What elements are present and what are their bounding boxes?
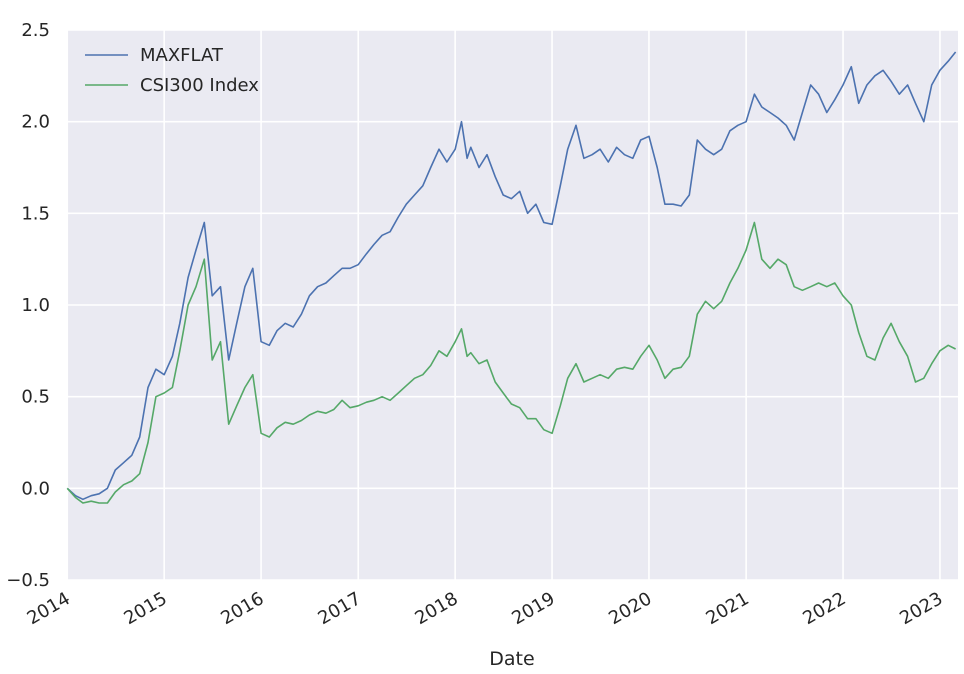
legend: MAXFLAT CSI300 Index xyxy=(85,45,259,96)
legend-label: MAXFLAT xyxy=(140,45,224,66)
x-tick-label: 2014 xyxy=(24,588,74,629)
y-tick-label: 2.0 xyxy=(21,112,50,133)
x-tick-label: 2015 xyxy=(120,588,170,629)
x-tick-label: 2023 xyxy=(896,588,946,629)
y-tick-label: 1.5 xyxy=(21,203,50,224)
x-tick-label: 2021 xyxy=(702,588,752,629)
x-tick-label: 2020 xyxy=(605,588,655,629)
series-layer xyxy=(66,51,957,504)
y-tick-label: 0.5 xyxy=(21,387,50,408)
x-axis-ticks: 2014 2015 2016 2017 2018 2019 2020 2021 2022 2023 xyxy=(24,588,947,629)
x-axis-label: Date xyxy=(489,648,534,670)
x-tick-label: 2019 xyxy=(508,588,558,629)
y-tick-label: 2.5 xyxy=(21,20,50,41)
y-tick-label: 1.0 xyxy=(21,295,50,316)
x-tick-label: 2017 xyxy=(315,588,365,629)
y-axis-ticks: −0.5 0.0 0.5 1.0 1.5 2.0 2.5 xyxy=(6,20,50,591)
x-tick-label: 2022 xyxy=(799,588,849,629)
y-tick-label: 0.0 xyxy=(21,478,50,499)
series-line xyxy=(66,51,957,501)
x-tick-label: 2018 xyxy=(411,588,461,629)
legend-label: CSI300 Index xyxy=(140,75,259,96)
series-line xyxy=(66,221,956,504)
grid xyxy=(66,29,958,581)
x-tick-label: 2016 xyxy=(217,588,267,629)
y-tick-label: −0.5 xyxy=(6,570,50,591)
